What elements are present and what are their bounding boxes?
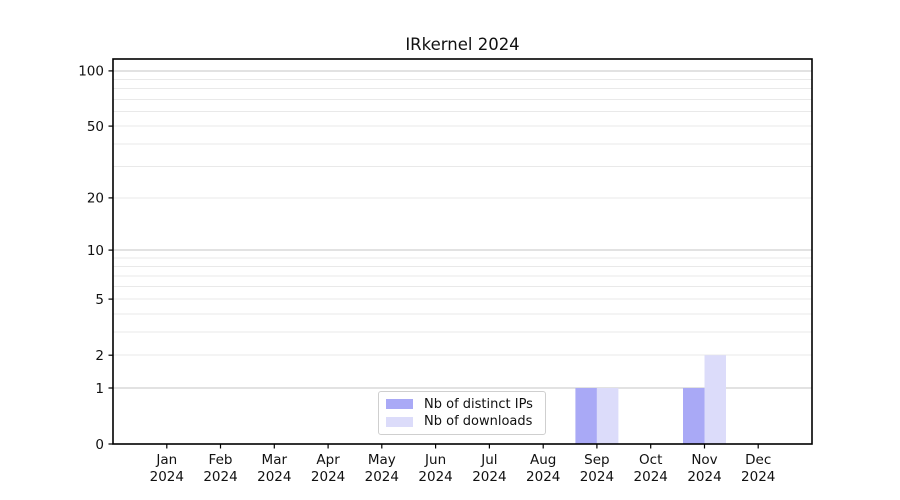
legend-label-distinct-ips: Nb of distinct IPs bbox=[424, 396, 533, 412]
chart-title: IRkernel 2024 bbox=[405, 35, 520, 54]
x-tick-label-year: 2024 bbox=[418, 469, 452, 485]
x-tick-label-year: 2024 bbox=[311, 469, 345, 485]
y-tick-label: 20 bbox=[87, 191, 104, 207]
legend-swatch-downloads bbox=[386, 416, 413, 427]
bar-downloads bbox=[596, 388, 619, 444]
x-tick-label-year: 2024 bbox=[580, 469, 614, 485]
x-tick-label-month: Apr bbox=[316, 452, 340, 468]
x-tick-label-year: 2024 bbox=[526, 469, 560, 485]
y-tick-label: 10 bbox=[87, 243, 104, 259]
bar-downloads bbox=[704, 355, 726, 444]
legend-label-downloads: Nb of downloads bbox=[424, 414, 533, 430]
x-tick-label-month: Jan bbox=[155, 452, 177, 468]
y-tick-label: 0 bbox=[95, 437, 104, 453]
x-tick-label-year: 2024 bbox=[365, 469, 399, 485]
x-tick-label-year: 2024 bbox=[687, 469, 721, 485]
y-tick-label: 100 bbox=[78, 64, 104, 80]
x-tick-label-year: 2024 bbox=[472, 469, 506, 485]
x-tick-label-year: 2024 bbox=[741, 469, 775, 485]
y-tick-label: 1 bbox=[95, 381, 104, 397]
y-tick-label: 2 bbox=[95, 348, 104, 364]
axis-border bbox=[112, 58, 813, 445]
x-tick-label-month: Aug bbox=[530, 452, 556, 468]
x-tick-label-month: Sep bbox=[584, 452, 609, 468]
x-tick-label-month: Nov bbox=[691, 452, 717, 468]
y-tick-label: 5 bbox=[95, 292, 104, 308]
legend: Nb of distinct IPs Nb of downloads bbox=[378, 391, 546, 435]
x-tick-label-year: 2024 bbox=[150, 469, 184, 485]
x-tick-label-month: Mar bbox=[262, 452, 288, 468]
x-tick-label-year: 2024 bbox=[257, 469, 291, 485]
x-tick-label-month: May bbox=[368, 452, 396, 468]
x-tick-label-month: Feb bbox=[209, 452, 233, 468]
legend-item-distinct-ips: Nb of distinct IPs bbox=[386, 397, 537, 412]
x-tick-label-month: Jun bbox=[424, 452, 446, 468]
x-tick-label-year: 2024 bbox=[203, 469, 237, 485]
bar-distinct-ips bbox=[683, 388, 705, 444]
x-tick-label-month: Dec bbox=[745, 452, 771, 468]
x-tick-label-month: Oct bbox=[639, 452, 662, 468]
x-tick-label-year: 2024 bbox=[634, 469, 668, 485]
bar-distinct-ips bbox=[575, 388, 597, 444]
legend-swatch-distinct-ips bbox=[386, 399, 413, 410]
legend-item-downloads: Nb of downloads bbox=[386, 414, 537, 429]
x-tick-label-month: Jul bbox=[480, 452, 497, 468]
y-tick-label: 50 bbox=[87, 119, 104, 135]
